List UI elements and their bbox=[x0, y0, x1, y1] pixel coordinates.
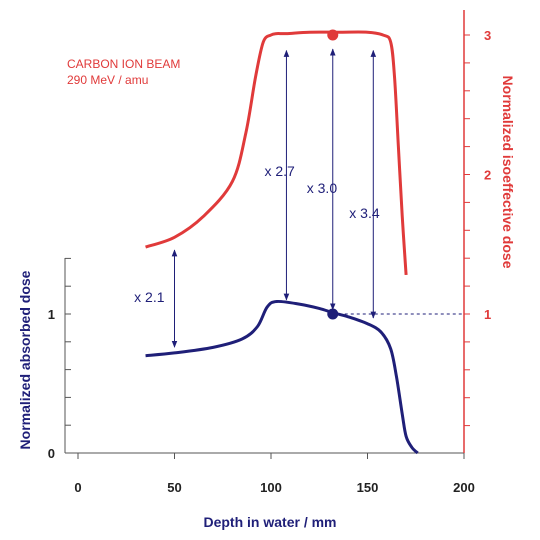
x-tick-label: 100 bbox=[260, 480, 282, 495]
annotations-layer: x 2.1 x 2.7 x 3.0 x 3.4 bbox=[134, 48, 380, 348]
x-tick-label: 50 bbox=[167, 480, 181, 495]
beam-label-line2: 290 MeV / amu bbox=[67, 73, 148, 87]
y-axis-right-label: Normalized isoeffective dose bbox=[500, 76, 516, 269]
factor-label: x 2.7 bbox=[264, 163, 295, 179]
beam-label-line1: CARBON ION BEAM bbox=[67, 57, 180, 71]
y-left-tick-label: 1 bbox=[48, 307, 55, 322]
x-tick-label: 150 bbox=[357, 480, 379, 495]
isoeffective-dose-peak-marker bbox=[327, 29, 339, 41]
factor-label: x 3.4 bbox=[349, 205, 380, 221]
x-axis-label: Depth in water / mm bbox=[203, 514, 336, 530]
axes: 0 1 0 50 100 150 200 1 2 3 bbox=[48, 10, 491, 495]
absorbed-dose-peak-marker bbox=[327, 308, 339, 320]
factor-label: x 3.0 bbox=[307, 180, 338, 196]
y-right-tick-label: 2 bbox=[484, 168, 491, 183]
x-tick-label: 200 bbox=[453, 480, 475, 495]
factor-label: x 2.1 bbox=[134, 289, 165, 305]
y-axis-left-label: Normalized absorbed dose bbox=[17, 270, 33, 449]
series-layer bbox=[145, 29, 464, 455]
y-left-tick-label: 0 bbox=[48, 446, 55, 461]
labels-layer: CARBON ION BEAM 290 MeV / amu Depth in w… bbox=[17, 57, 516, 530]
isoeffective-dose-curve bbox=[145, 30, 408, 276]
x-tick-label: 0 bbox=[74, 480, 81, 495]
y-right-tick-label: 1 bbox=[484, 307, 491, 322]
y-right-tick-label: 3 bbox=[484, 28, 491, 43]
absorbed-dose-curve bbox=[145, 299, 419, 455]
